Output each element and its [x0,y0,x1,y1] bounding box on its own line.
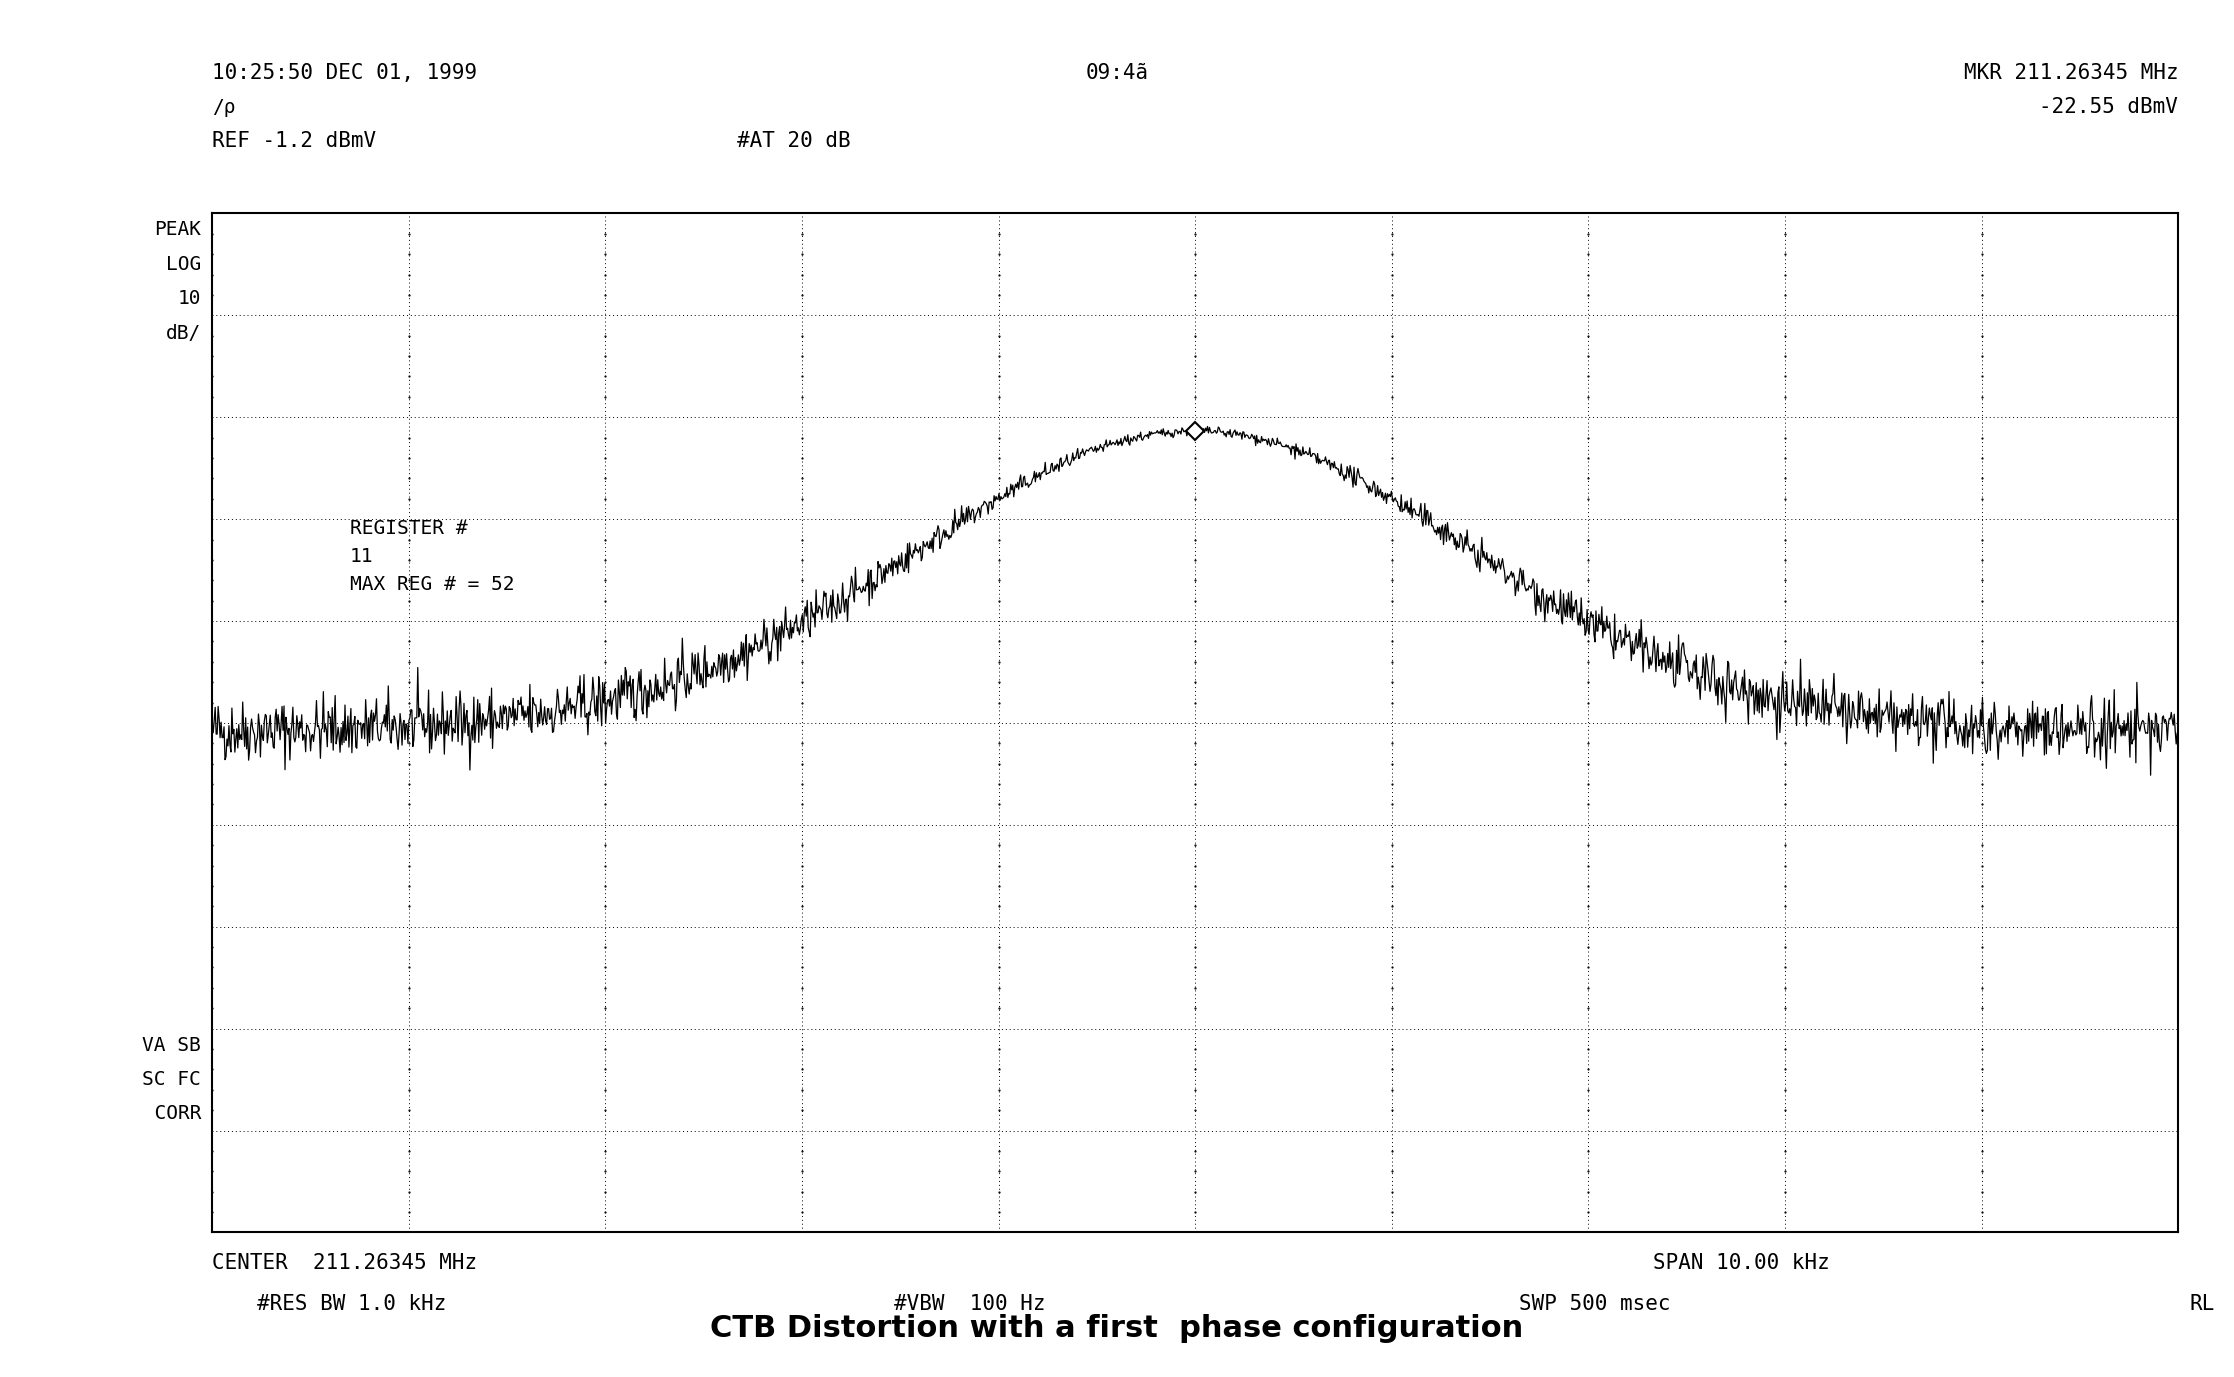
Text: SWP 500 msec: SWP 500 msec [1519,1294,1671,1315]
Text: SPAN 10.00 kHz: SPAN 10.00 kHz [1653,1253,1830,1274]
Text: PEAK: PEAK [154,220,201,240]
Text: RL: RL [2189,1294,2214,1315]
Text: 10: 10 [176,289,201,308]
Text: #AT 20 dB: #AT 20 dB [737,131,851,151]
Text: LOG: LOG [165,255,201,274]
Text: SC FC: SC FC [143,1070,201,1089]
Text: -22.55 dBmV: -22.55 dBmV [2040,96,2178,117]
Text: VA SB: VA SB [143,1036,201,1055]
Text: 10:25:50 DEC 01, 1999: 10:25:50 DEC 01, 1999 [212,62,478,83]
Text: /ρ: /ρ [212,98,237,117]
Text: REF -1.2 dBmV: REF -1.2 dBmV [212,131,375,151]
Text: dB/: dB/ [165,324,201,343]
Text: CENTER  211.26345 MHz: CENTER 211.26345 MHz [212,1253,478,1274]
Text: CTB Distortion with a first  phase configuration: CTB Distortion with a first phase config… [710,1314,1524,1343]
Text: #RES BW 1.0 kHz: #RES BW 1.0 kHz [257,1294,447,1315]
Text: 09:4ã: 09:4ã [1086,62,1148,83]
Text: REGISTER #
11
MAX REG # = 52: REGISTER # 11 MAX REG # = 52 [351,519,514,593]
Text: #VBW  100 Hz: #VBW 100 Hz [894,1294,1046,1315]
Text: MKR 211.26345 MHz: MKR 211.26345 MHz [1964,62,2178,83]
Text: CORR: CORR [130,1104,201,1124]
